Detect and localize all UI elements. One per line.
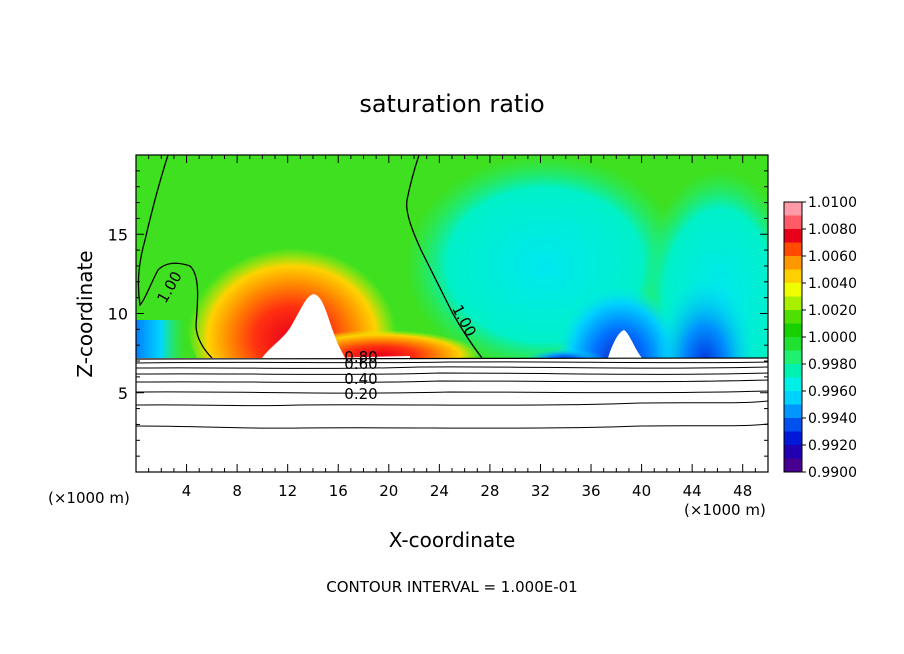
- y-axis-label: Z-coordinate: [73, 250, 97, 377]
- colorbar-label: 1.0080: [808, 222, 857, 238]
- colorbar-swatch: [784, 337, 802, 351]
- y-tick-label: 5: [118, 384, 128, 403]
- colorbar: 1.0100 1.0080 1.0060 1.0040 1.0020 1.0000 0.99…: [783, 195, 857, 481]
- x-unit-left: (×1000 m): [48, 489, 130, 507]
- x-tick-label: 24: [430, 482, 449, 500]
- colorbar-swatch: [784, 431, 802, 446]
- colorbar-swatch: [784, 458, 802, 473]
- colorbar-label: 0.9960: [808, 384, 857, 400]
- chart-title: saturation ratio: [359, 90, 544, 118]
- x-tick-label: 4: [182, 482, 192, 500]
- x-tick-label: 12: [278, 482, 297, 500]
- colorbar-swatch: [784, 323, 802, 338]
- x-tick-label: 28: [480, 482, 499, 500]
- x-axis: 4 8 12 16 20 24 28 32 36 40 44 48: [148, 155, 756, 500]
- colorbar-label: 1.0060: [808, 249, 857, 265]
- x-tick-label: 8: [232, 482, 242, 500]
- x-tick-label: 32: [531, 482, 550, 500]
- x-tick-label: 36: [581, 482, 600, 500]
- colorbar-swatch: [784, 296, 802, 311]
- contour-label: 0.20: [344, 385, 377, 403]
- colorbar-swatch: [784, 283, 802, 297]
- colorbar-swatch: [784, 418, 802, 432]
- colorbar-swatch: [784, 377, 802, 392]
- y-axis: 5 10 15: [108, 170, 768, 457]
- colorbar-label: 0.9940: [808, 411, 857, 427]
- x-tick-label: 20: [379, 482, 398, 500]
- colorbar-label: 1.0000: [808, 330, 857, 346]
- x-tick-label: 48: [733, 482, 752, 500]
- colorbar-label: 0.9900: [808, 465, 857, 481]
- colorbar-label: 0.9980: [808, 357, 857, 373]
- colorbar-label: 1.0020: [808, 303, 857, 319]
- colorbar-swatch: [784, 391, 802, 405]
- colorbar-swatch: [784, 269, 802, 284]
- colorbar-swatch: [784, 364, 802, 378]
- colorbar-swatch: [784, 202, 802, 216]
- x-axis-label: X-coordinate: [389, 528, 516, 552]
- saturation-field: [136, 155, 768, 358]
- colorbar-swatch: [784, 445, 802, 459]
- x-tick-label: 44: [683, 482, 702, 500]
- y-tick-label: 10: [108, 305, 128, 324]
- contour-interval-note: CONTOUR INTERVAL = 1.000E-01: [326, 578, 577, 596]
- contour-label: 0.60: [344, 355, 377, 373]
- colorbar-label: 0.9920: [808, 438, 857, 454]
- colorbar-swatch: [784, 310, 802, 324]
- contour-region: [136, 357, 768, 472]
- colorbar-swatch: [784, 404, 802, 419]
- colorbar-swatch: [784, 242, 802, 257]
- x-unit-right: (×1000 m): [684, 501, 766, 519]
- contour-lines-1-00: [137, 155, 483, 358]
- colorbar-swatch: [784, 256, 802, 270]
- colorbar-label: 1.0100: [808, 195, 857, 211]
- contour-label: 0.40: [344, 370, 377, 388]
- contour-label: 0.80: [344, 348, 377, 366]
- colorbar-swatch: [784, 350, 802, 365]
- colorbar-swatch: [784, 215, 802, 230]
- x-tick-label: 16: [329, 482, 348, 500]
- y-tick-label: 15: [108, 225, 128, 244]
- colorbar-label: 1.0040: [808, 276, 857, 292]
- x-tick-label: 40: [632, 482, 651, 500]
- colorbar-swatch: [784, 229, 802, 243]
